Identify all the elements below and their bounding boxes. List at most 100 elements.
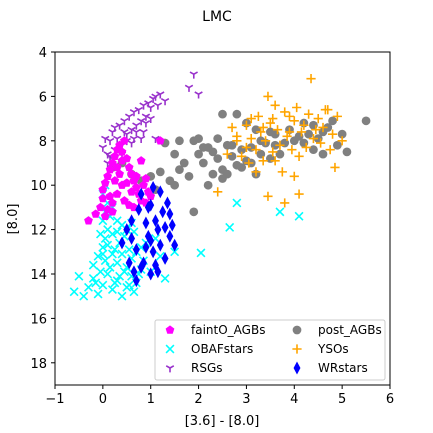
data-point xyxy=(272,125,283,135)
data-point xyxy=(112,189,122,198)
data-point xyxy=(131,171,141,181)
data-point xyxy=(108,158,117,167)
data-point xyxy=(170,247,180,257)
data-point xyxy=(98,185,108,194)
data-point xyxy=(275,149,285,159)
data-point xyxy=(342,147,352,157)
data-point xyxy=(263,91,273,101)
data-point xyxy=(93,251,103,261)
data-point xyxy=(119,267,129,277)
y-tick-label: 6 xyxy=(39,90,47,105)
x-tick-label: 1 xyxy=(147,392,155,407)
data-point xyxy=(100,178,110,187)
data-point xyxy=(113,135,122,143)
data-point xyxy=(117,249,127,259)
data-point xyxy=(149,245,157,259)
data-point xyxy=(265,118,275,128)
data-point xyxy=(284,111,295,121)
data-point xyxy=(129,287,139,297)
legend-label: post_AGBs xyxy=(318,323,382,337)
data-point xyxy=(105,165,115,174)
data-point xyxy=(361,116,371,126)
data-point xyxy=(241,142,252,153)
data-point xyxy=(115,122,124,130)
legend-label: YSOs xyxy=(317,342,349,356)
y-axis-label: [8.0] xyxy=(6,204,21,235)
x-tick-label: 0 xyxy=(99,392,107,407)
data-point xyxy=(108,198,117,207)
data-point xyxy=(120,117,129,126)
data-point xyxy=(304,109,314,119)
data-point xyxy=(294,189,304,199)
chart-title: LMC xyxy=(202,9,232,25)
data-point xyxy=(166,229,174,243)
data-point xyxy=(95,229,105,239)
data-point xyxy=(327,129,338,139)
data-point xyxy=(105,262,115,272)
data-point xyxy=(304,129,314,139)
legend-marker-WRstars xyxy=(293,361,301,375)
data-point xyxy=(105,137,115,146)
data-point xyxy=(139,180,148,189)
x-tick-label: 6 xyxy=(386,392,394,407)
data-point xyxy=(280,107,290,117)
data-point xyxy=(115,169,124,178)
data-point xyxy=(164,196,171,210)
data-point xyxy=(208,169,218,179)
data-point xyxy=(107,229,117,239)
data-point xyxy=(284,127,295,137)
y-tick-label: 10 xyxy=(30,179,47,194)
data-point xyxy=(98,280,108,290)
data-point xyxy=(155,167,165,177)
data-point xyxy=(98,249,108,259)
data-point xyxy=(127,126,136,135)
data-point xyxy=(251,125,261,135)
data-point xyxy=(189,136,199,146)
data-point xyxy=(147,267,155,281)
data-point xyxy=(122,178,132,187)
data-point xyxy=(132,274,140,288)
data-point xyxy=(227,151,237,161)
data-point xyxy=(146,104,155,112)
data-point xyxy=(118,236,126,250)
data-point xyxy=(91,278,101,288)
legend-label: OBAFstars xyxy=(191,342,253,356)
data-point xyxy=(227,140,237,150)
series-faintO_AGBs xyxy=(84,136,165,225)
data-point xyxy=(124,113,134,121)
legend-marker-faintO_AGBs xyxy=(165,325,175,334)
data-point xyxy=(93,289,103,299)
data-point xyxy=(120,129,129,137)
data-point xyxy=(100,256,110,266)
data-point xyxy=(132,129,141,137)
data-point xyxy=(237,163,247,172)
data-point xyxy=(318,149,328,159)
legend-label: WRstars xyxy=(318,361,368,375)
data-point xyxy=(237,151,247,161)
data-point xyxy=(292,102,302,113)
x-axis: −1 0 1 2 3 4 5 6 xyxy=(45,385,394,407)
data-point xyxy=(299,120,309,130)
data-point xyxy=(218,109,227,119)
legend-marker-post_AGBs xyxy=(292,325,302,335)
data-point xyxy=(110,176,120,185)
data-point xyxy=(146,191,156,201)
data-point xyxy=(124,280,134,290)
data-point xyxy=(311,125,321,135)
y-tick-label: 16 xyxy=(30,312,47,327)
data-point xyxy=(136,156,146,165)
data-point xyxy=(337,129,347,139)
data-point xyxy=(275,207,285,217)
data-point xyxy=(156,238,164,252)
data-point xyxy=(88,260,98,270)
data-point xyxy=(194,149,203,159)
data-point xyxy=(132,243,140,257)
data-point xyxy=(79,291,89,301)
data-point xyxy=(98,242,108,252)
data-point xyxy=(306,74,316,84)
data-point xyxy=(160,97,170,106)
data-point xyxy=(96,202,105,212)
data-point xyxy=(225,222,235,232)
data-point xyxy=(152,214,159,228)
data-point xyxy=(129,109,139,117)
